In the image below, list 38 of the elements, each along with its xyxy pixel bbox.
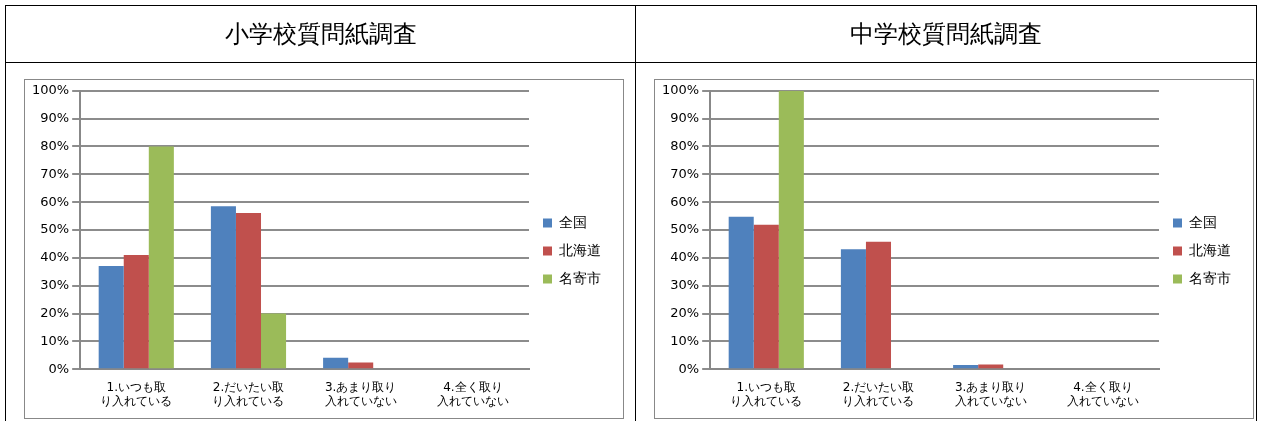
- y-tick-label: 50%: [670, 221, 700, 237]
- x-tick-label: 4.全く取り入れていない: [436, 379, 509, 408]
- x-tick-label: 4.全く取り入れていない: [1066, 379, 1139, 408]
- legend-label: 名寄市: [559, 269, 601, 286]
- x-tick-label: 1.いつも取り入れている: [730, 379, 803, 408]
- legend-label: 北海道: [559, 241, 601, 258]
- legend-label: 名寄市: [1189, 269, 1231, 286]
- y-tick-label: 90%: [670, 110, 700, 126]
- y-tick-label: 70%: [670, 165, 700, 181]
- chart-title: 小学校質問紙調査: [6, 6, 635, 63]
- x-tick-label: 1.いつも取り入れている: [100, 379, 173, 408]
- x-tick-label: 2.だいたい取り入れている: [212, 379, 285, 408]
- legend-label: 北海道: [1189, 241, 1231, 258]
- y-tick-label: 30%: [670, 277, 700, 293]
- y-tick-label: 40%: [40, 249, 70, 265]
- y-tick-label: 10%: [40, 332, 70, 348]
- x-tick-label: 3.あまり取り入れていない: [324, 379, 397, 408]
- legend-label: 全国: [559, 213, 587, 230]
- x-tick-label: 3.あまり取り入れていない: [954, 379, 1027, 408]
- y-tick-label: 60%: [670, 193, 700, 209]
- y-tick-label: 50%: [40, 221, 70, 237]
- y-tick-label: 90%: [40, 110, 70, 126]
- y-tick-label: 80%: [40, 137, 70, 153]
- y-tick-label: 10%: [670, 332, 700, 348]
- y-tick-label: 0%: [48, 360, 70, 376]
- y-tick-label: 100%: [661, 82, 700, 98]
- y-tick-label: 60%: [40, 193, 70, 209]
- chart-title: 中学校質問紙調査: [636, 6, 1256, 63]
- y-tick-label: 80%: [670, 137, 700, 153]
- y-tick-label: 40%: [670, 249, 700, 265]
- y-tick-label: 20%: [40, 304, 70, 320]
- y-tick-label: 0%: [678, 360, 700, 376]
- y-tick-label: 70%: [40, 165, 70, 181]
- y-tick-label: 20%: [670, 304, 700, 320]
- y-tick-label: 100%: [31, 82, 70, 98]
- y-tick-label: 30%: [40, 277, 70, 293]
- x-tick-label: 2.だいたい取り入れている: [842, 379, 915, 408]
- legend-label: 全国: [1189, 213, 1217, 230]
